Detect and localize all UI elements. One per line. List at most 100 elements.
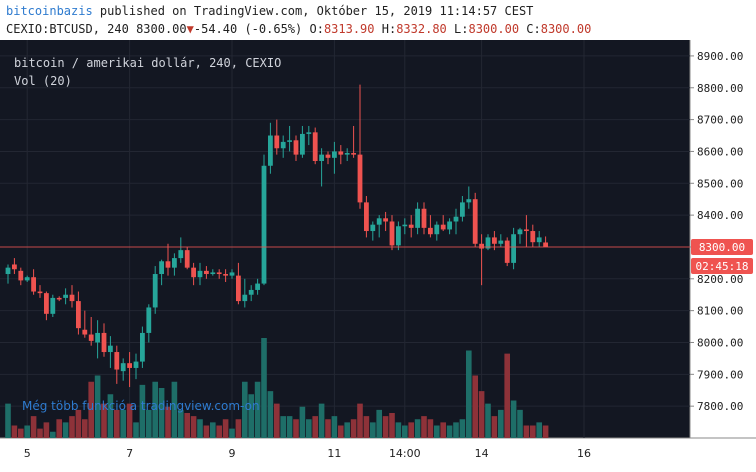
volume-bar	[286, 416, 293, 438]
candle-body	[466, 199, 472, 203]
candle-body	[165, 261, 171, 268]
volume-bar	[421, 416, 427, 438]
time-axis[interactable]	[0, 438, 756, 472]
time-tick-label: 14	[475, 447, 489, 460]
volume-bar	[11, 425, 18, 438]
volume-bar	[517, 409, 523, 438]
volume-bar	[248, 394, 254, 438]
plot-area[interactable]	[0, 40, 690, 438]
price-change: -54.40 (-0.65%)	[193, 22, 303, 36]
candle	[56, 296, 62, 302]
candle	[460, 196, 465, 222]
volume-bar	[402, 425, 408, 438]
candle-body	[453, 216, 459, 222]
volume-bar	[114, 409, 120, 438]
candle-body	[504, 240, 510, 263]
candle	[415, 202, 420, 235]
volume-bar	[382, 416, 389, 438]
price-tick-label: 8500.00	[697, 177, 743, 190]
candle-body	[357, 154, 363, 203]
volume-bar	[504, 353, 510, 438]
candle	[280, 135, 286, 158]
volume-bar	[274, 403, 280, 438]
volume-bar	[306, 419, 312, 438]
candle	[300, 125, 305, 158]
candle-body	[402, 224, 408, 227]
candle-body	[82, 329, 88, 335]
high-label: H:	[381, 22, 397, 36]
price-tick-label: 8600.00	[697, 145, 743, 158]
price-tick-label: 8200.00	[697, 273, 743, 286]
candle	[325, 151, 331, 165]
candle	[351, 125, 356, 158]
candle-body	[479, 243, 484, 249]
time-tick-label: 16	[577, 447, 591, 460]
candle	[274, 119, 280, 155]
candle	[536, 231, 542, 247]
candle-body	[140, 332, 145, 362]
candle	[178, 237, 184, 263]
volume-bar	[357, 403, 363, 438]
volume-bar	[363, 416, 370, 438]
candle	[210, 269, 216, 276]
volume-bar	[350, 419, 357, 438]
candle-body	[440, 224, 446, 230]
candle-body	[306, 132, 312, 134]
candle-body	[370, 224, 376, 232]
volume-bar	[338, 425, 344, 438]
series-label: bitcoin / amerikai dollár, 240, CEXIO	[14, 56, 281, 70]
candle	[306, 125, 312, 146]
volume-bar	[197, 419, 203, 438]
candle	[101, 323, 107, 357]
candle	[428, 215, 433, 238]
candle-body	[172, 258, 177, 268]
candle	[447, 218, 452, 235]
candle-body	[396, 226, 401, 246]
candle-body	[543, 242, 548, 247]
candle	[421, 202, 427, 235]
volume-bar	[75, 409, 82, 438]
volume-bar	[242, 381, 248, 438]
price-tick-label: 8100.00	[697, 305, 743, 318]
volume-bar	[408, 422, 414, 438]
candle-body	[511, 234, 516, 263]
volume-bar	[235, 419, 242, 438]
volume-bar	[312, 416, 318, 438]
candle	[127, 352, 132, 388]
candle	[287, 125, 292, 152]
candle-body	[197, 270, 203, 278]
candle-body	[517, 229, 523, 235]
candlestick-chart[interactable]: 7800.007900.008000.008100.008200.008300.…	[0, 40, 756, 472]
last-price-tag: 8300.00 02:45:18	[691, 238, 753, 274]
volume-bar	[446, 425, 453, 438]
candle	[152, 266, 158, 314]
author-link[interactable]: bitcoinbazis	[6, 4, 93, 18]
candle	[389, 215, 395, 251]
time-tick-label: 9	[229, 447, 236, 460]
candle	[31, 269, 36, 295]
candle-body	[287, 140, 292, 142]
candle-body	[498, 240, 504, 244]
candle	[357, 84, 363, 209]
candle-body	[415, 208, 420, 228]
time-axis-labels: 5 7 9 11 14:00 14 16	[24, 447, 591, 460]
candle	[376, 215, 382, 238]
volume-bar	[69, 416, 75, 438]
candle	[24, 275, 30, 282]
candle-body	[364, 202, 369, 232]
volume-bar	[184, 413, 190, 438]
candle-body	[325, 154, 331, 158]
candle-body	[191, 267, 196, 278]
candle-body	[12, 264, 17, 270]
candle	[223, 269, 228, 282]
volume-bar	[146, 409, 152, 438]
candle-body	[88, 334, 94, 341]
watermark-link[interactable]: Még több funkció a tradingview.com-on	[22, 399, 260, 413]
chart-header: bitcoinbazis published on TradingView.co…	[0, 0, 756, 40]
candle	[140, 326, 145, 368]
price-tick-label: 8400.00	[697, 209, 743, 222]
symbol-label: CEXIO:BTCUSD, 240	[6, 22, 129, 36]
volume-bar	[325, 419, 331, 438]
candle	[364, 196, 369, 238]
open-value: 8313.90	[323, 22, 375, 36]
